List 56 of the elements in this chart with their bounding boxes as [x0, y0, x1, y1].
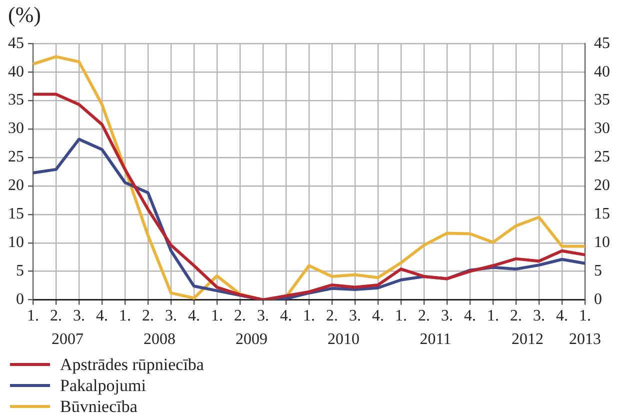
y-tick-label: 0 [16, 291, 24, 308]
x-tick-label: 2. [142, 308, 154, 325]
x-tick-label: 3. [533, 308, 545, 325]
x-tick-label: 3. [349, 308, 361, 325]
x-tick-label: 3. [165, 308, 177, 325]
x-tick-label: 1. [395, 308, 407, 325]
x-tick-label: 2. [418, 308, 430, 325]
y-tick-label: 35 [8, 92, 24, 109]
x-tick-label: 1. [579, 308, 591, 325]
text: 2007 [52, 331, 84, 348]
x-tick-label: 1. [119, 308, 131, 325]
y-tick-label: 10 [8, 234, 24, 252]
y-axis-title: (%) [8, 2, 41, 28]
x-tick-label: 4. [280, 308, 292, 325]
y2-tick-label: 45 [594, 34, 610, 52]
y2-tick-label: 5 [594, 262, 602, 280]
legend-label: Apstrādes rūpniecība [60, 354, 204, 374]
y2-tick-label: 25 [594, 148, 610, 166]
y-tick-label: 40 [8, 63, 24, 80]
legend-label: Pakalpojumi [60, 376, 146, 396]
x-tick-label: 1. [211, 308, 223, 325]
y2-tick-label: 40 [594, 63, 610, 80]
text: 2011 [420, 331, 452, 348]
x-tick-label: 1. [303, 308, 315, 325]
text: 2009 [236, 331, 268, 348]
y-tick-label: 45 [8, 34, 24, 52]
y-tick-label: 25 [8, 148, 24, 166]
y-tick-label: 15 [8, 206, 24, 223]
text: 2008 [144, 331, 176, 348]
y-tick-label: 5 [16, 262, 24, 280]
x-tick-label: 3. [73, 308, 85, 325]
text: 2013 [569, 331, 601, 348]
y2-tick-label: 35 [594, 92, 610, 109]
y2-tick-label: 20 [594, 177, 610, 194]
x-tick-label: 4. [188, 308, 200, 325]
y2-tick-label: 15 [594, 206, 610, 223]
x-tick-label: 3. [257, 308, 269, 325]
x-tick-label: 3. [441, 308, 453, 325]
y-tick-label: 30 [8, 120, 24, 138]
x-tick-label: 4. [372, 308, 384, 325]
x-tick-label: 2. [326, 308, 338, 325]
x-tick-label: 2. [50, 308, 62, 325]
text: 2012 [512, 331, 544, 348]
y2-tick-label: 10 [594, 234, 610, 252]
x-tick-label: 4. [556, 308, 568, 325]
x-tick-label: 1. [27, 308, 39, 325]
y2-tick-label: 30 [594, 120, 610, 138]
legend-label: Būvniecība [60, 396, 138, 416]
y2-tick-label: 0 [594, 291, 602, 308]
text: 2010 [328, 331, 360, 348]
x-tick-label: 4. [464, 308, 476, 325]
x-tick-label: 2. [234, 308, 246, 325]
x-tick-label: 2. [510, 308, 522, 325]
x-tick-label: 1. [487, 308, 499, 325]
y-tick-label: 20 [8, 177, 24, 194]
x-tick-label: 4. [96, 308, 108, 325]
